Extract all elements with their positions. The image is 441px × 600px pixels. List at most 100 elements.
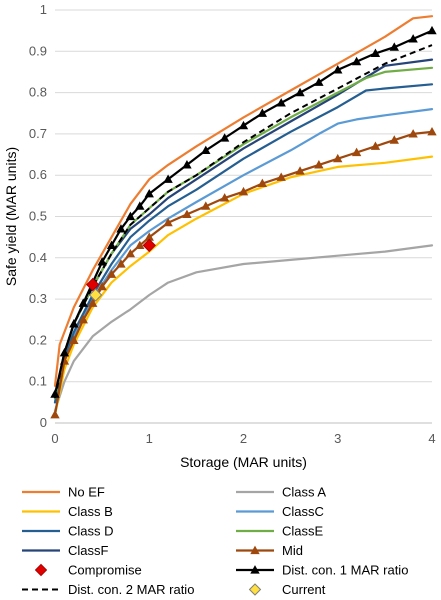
data-point — [125, 248, 136, 258]
legend-item-classc: ClassC — [236, 504, 324, 519]
legend-label: Class D — [68, 524, 114, 539]
data-point — [142, 238, 156, 253]
legend-label: Class A — [282, 485, 326, 500]
legend-label: Compromise — [68, 563, 142, 578]
data-point — [314, 160, 324, 169]
grid-lines — [55, 9, 432, 383]
data-point — [219, 133, 230, 142]
y-axis-title: Safe yield (MAR units) — [3, 147, 19, 286]
legend-item-dist-con-2-mar-ratio: Dist. con. 2 MAR ratio — [22, 582, 194, 597]
data-point — [50, 389, 60, 398]
y-tick-label: 0.5 — [29, 209, 47, 224]
data-point — [351, 147, 362, 157]
series-class-a — [53, 244, 434, 412]
legend-label: ClassC — [282, 504, 324, 519]
series-line — [54, 44, 433, 399]
legend-item-current: Current — [248, 582, 326, 597]
data-point — [276, 172, 286, 181]
data-point — [125, 211, 136, 221]
legend-label: Class B — [68, 504, 113, 519]
data-point — [135, 201, 145, 210]
x-tick-label: 2 — [240, 431, 247, 446]
data-point — [238, 120, 249, 130]
data-point — [144, 188, 154, 198]
series-no-ef — [53, 15, 434, 387]
data-point — [295, 166, 305, 175]
x-tick-label: 0 — [51, 431, 58, 446]
data-point — [116, 259, 126, 268]
series-line — [53, 58, 434, 400]
legend-label: Current — [282, 582, 326, 597]
data-point — [116, 224, 126, 233]
series-line — [53, 29, 434, 396]
y-tick-label: 0.6 — [29, 167, 47, 182]
legend-marker — [34, 563, 48, 577]
data-point — [408, 129, 418, 138]
legend-item-class-b: Class B — [22, 504, 113, 519]
series-classf — [53, 58, 434, 400]
data-point — [333, 65, 343, 74]
legend-label: ClassE — [282, 524, 324, 539]
data-point — [238, 186, 249, 196]
series-class-d — [53, 83, 434, 404]
data-point — [85, 277, 100, 292]
legend-item-compromise: Compromise — [34, 563, 142, 578]
legend: No EF Class A Class B ClassC Class D ClassE Cl… — [22, 485, 408, 597]
x-tick-label: 1 — [146, 431, 153, 446]
data-point — [201, 145, 211, 155]
data-point — [314, 77, 324, 86]
series-line — [53, 83, 434, 404]
data-point — [163, 174, 173, 183]
legend-item-class-a: Class A — [236, 485, 326, 500]
data-point — [50, 409, 60, 419]
y-tick-label: 0.2 — [29, 332, 47, 347]
data-point — [182, 160, 192, 169]
data-point — [182, 209, 192, 219]
data-point — [106, 240, 117, 250]
x-axis-title: Storage (MAR units) — [180, 454, 307, 470]
y-tick-label: 0.7 — [29, 126, 47, 141]
data-point — [88, 298, 98, 307]
data-point — [88, 288, 103, 302]
y-tick-label: 0.4 — [29, 250, 47, 265]
series-dist-con-2-mar-ratio — [54, 44, 433, 399]
series-line — [53, 155, 434, 416]
y-tick-label: 0.8 — [29, 85, 47, 100]
legend-item-class-d: Class D — [22, 524, 114, 539]
legend-label: No EF — [68, 485, 105, 500]
legend-item-mid: Mid — [236, 543, 303, 558]
data-point — [69, 335, 79, 345]
plot-series — [50, 15, 437, 419]
data-point — [257, 178, 268, 188]
tick-labels: 0 0.1 0.2 0.3 0.4 0.5 0.6 0.7 0.8 0.9 1 0 1 2 3 4 — [29, 2, 436, 446]
y-tick-label: 1 — [40, 2, 47, 17]
data-point — [78, 298, 88, 307]
series-line — [53, 15, 434, 387]
legend-label: ClassF — [68, 543, 109, 558]
data-point — [276, 98, 286, 107]
data-point — [408, 34, 418, 43]
legend-label: Dist. con. 1 MAR ratio — [282, 563, 408, 578]
data-point — [389, 42, 399, 51]
x-tick-label: 4 — [428, 431, 435, 446]
data-point — [333, 153, 343, 163]
x-tick-label: 3 — [334, 431, 341, 446]
series-compromise — [85, 238, 156, 292]
legend-label: Mid — [282, 543, 303, 558]
data-point — [427, 127, 437, 136]
data-point — [135, 240, 145, 250]
data-point — [163, 217, 173, 227]
legend-marker — [250, 545, 260, 555]
series-line — [53, 244, 434, 412]
data-point — [59, 347, 70, 357]
data-point — [201, 201, 211, 210]
y-tick-label: 0.9 — [29, 43, 47, 58]
data-point — [370, 141, 381, 150]
data-point — [97, 281, 107, 291]
data-point — [78, 314, 88, 324]
series-class-b — [53, 155, 434, 416]
y-tick-label: 0 — [40, 415, 47, 430]
legend-item-dist-con-1-mar-ratio: Dist. con. 1 MAR ratio — [236, 563, 408, 578]
data-point — [427, 25, 437, 35]
